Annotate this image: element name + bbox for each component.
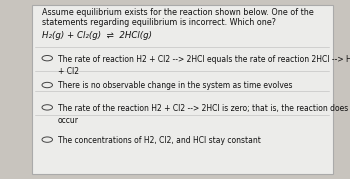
Text: H₂(g) + Cl₂(g)  ⇌  2HCl(g): H₂(g) + Cl₂(g) ⇌ 2HCl(g) [42,31,152,40]
FancyBboxPatch shape [32,5,332,174]
Text: The concentrations of H2, Cl2, and HCl stay constant: The concentrations of H2, Cl2, and HCl s… [58,136,261,145]
Text: Assume equilibrium exists for the reaction shown below. One of the: Assume equilibrium exists for the reacti… [42,8,314,17]
Text: There is no observable change in the system as time evolves: There is no observable change in the sys… [58,81,292,90]
Text: statements regarding equilibrium is incorrect. Which one?: statements regarding equilibrium is inco… [42,18,276,27]
Text: The rate of reaction H2 + Cl2 --> 2HCl equals the rate of reaction 2HCl --> H2
+: The rate of reaction H2 + Cl2 --> 2HCl e… [58,55,350,76]
Text: The rate of the reaction H2 + Cl2 --> 2HCl is zero; that is, the reaction does n: The rate of the reaction H2 + Cl2 --> 2H… [58,104,350,125]
